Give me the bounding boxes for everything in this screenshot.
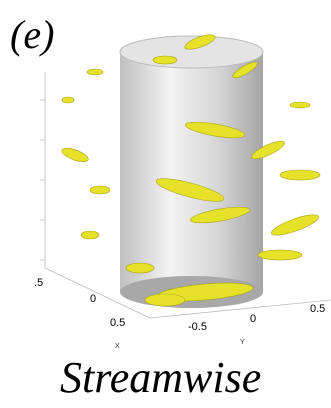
x-tick-label: .5 bbox=[34, 277, 43, 289]
panel-label: (e) bbox=[10, 12, 54, 57]
page: (e) .5 0 0.5 -0.5 0 0.5 X Y Streamwise (… bbox=[0, 0, 331, 408]
y-tick-label: 0.5 bbox=[310, 303, 325, 315]
x-axis-label: X bbox=[115, 343, 120, 350]
x-tick-label: 0 bbox=[90, 293, 96, 305]
figure: (e) .5 0 0.5 -0.5 0 0.5 X Y Streamwise bbox=[0, 0, 331, 408]
x-tick-label: 0.5 bbox=[110, 317, 125, 329]
y-tick-label: 0 bbox=[250, 313, 256, 325]
y-axis-label: Y bbox=[240, 339, 245, 346]
caption: Streamwise bbox=[60, 353, 261, 402]
y-tick-label: -0.5 bbox=[188, 321, 207, 333]
